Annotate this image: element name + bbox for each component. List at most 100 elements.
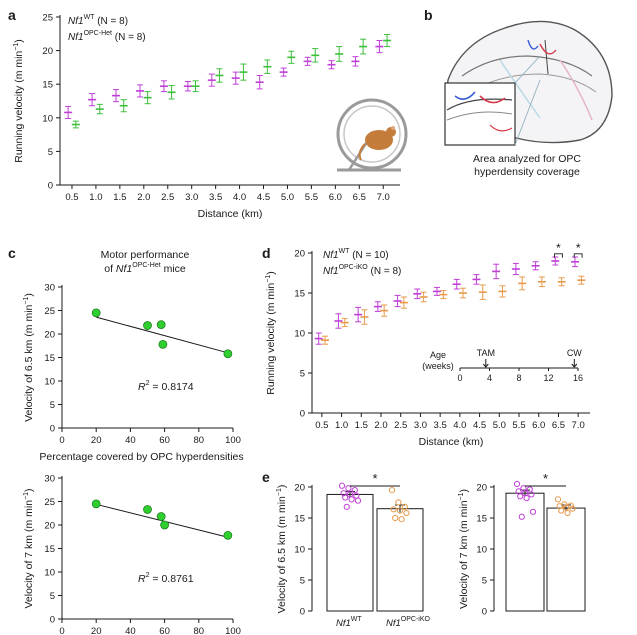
c1-ytick-label-2: 10 (44, 377, 55, 388)
chart-d: 0 5 10 15 20 0.5 1.0 1.5 2.0 2.5 3.0 3.5 4.0 4.5 5.0 5.… (265, 241, 590, 448)
d-inset-title-line2: (weeks) (422, 361, 454, 371)
c2-xtick-label-1: 20 (91, 626, 102, 635)
d-s1-point-9 (498, 285, 507, 298)
c1-xtick-label-1: 20 (91, 435, 102, 446)
d-s1-point-7 (459, 287, 468, 299)
c1-ytick-label-0: 0 (50, 424, 55, 435)
panel-label-e: e (262, 469, 270, 485)
e1-category-1-sup: OPC-iKO (401, 616, 431, 623)
d-s0-point-12 (551, 256, 560, 266)
e1-dot-1-6 (392, 514, 399, 522)
d-legend-1-sup: OPC-iKO (339, 264, 369, 271)
e2-dot-0-5 (528, 491, 535, 498)
c2-ytick-label-5: 25 (44, 497, 55, 508)
a-xtick-label-5: 3.0 (185, 192, 198, 203)
e1-dot-1-4 (396, 507, 404, 514)
c1-ytick-label-5: 25 (44, 306, 55, 317)
e1-bar-0 (326, 493, 374, 612)
e1-dot-1-3 (390, 506, 397, 513)
a-s0-point-6 (207, 73, 216, 87)
e1-dot-1-1 (395, 499, 402, 506)
d-s0-point-6 (433, 286, 442, 296)
d-s0-point-0 (314, 332, 323, 345)
e2-bar-0 (505, 492, 545, 612)
d-xtick-label-4: 2.5 (394, 420, 407, 431)
d-s0-point-11 (531, 261, 540, 271)
a-legend-0: Nf1WT (N = 8) (68, 14, 128, 27)
c2-ylabel-text: Velocity of 7 km (m min (23, 500, 35, 609)
d-s1-point-6 (439, 290, 448, 300)
a-ytick-label-4: 20 (42, 46, 53, 57)
d-inset-event-arrowhead-1 (571, 363, 578, 368)
c1-r2-annotation: R2 = 0.8174 (138, 380, 194, 393)
chart-e2: 0 5 10 15 20 Velocity of 7 km (m min−1) * (458, 471, 586, 618)
d-sig-bracket-0 (554, 253, 563, 258)
d-s0-point-10 (511, 262, 520, 276)
d-legend-0-suffix: (N = 10) (349, 250, 388, 261)
e2-ylabel-text: Velocity of 7 km (m min (458, 500, 470, 609)
a-s1-point-2 (119, 99, 128, 113)
d-s1-point-2 (360, 309, 369, 325)
c2-xtick-label-2: 40 (125, 626, 136, 635)
d-ytick-label-1: 5 (300, 369, 305, 380)
d-ylabel-sup: −1 (265, 275, 272, 283)
a-s0-point-9 (279, 67, 288, 77)
c2-ylabel-end: ) (23, 488, 35, 492)
c1-xtick-label-2: 40 (125, 435, 136, 446)
d-s0-point-8 (472, 274, 481, 285)
d-inset-tick-label-0: 0 (457, 373, 462, 383)
e2-ytick-label-3: 15 (476, 514, 487, 525)
d-inset-event-label-0: TAM (477, 348, 495, 358)
e2-ylabel: Velocity of 7 km (m min−1) (458, 489, 470, 609)
c1-fit-line (96, 316, 229, 354)
a-legend-1-sup: OPC-Het (84, 30, 112, 37)
e1-bar-1 (376, 508, 424, 612)
a-ytick-label-0: 0 (48, 181, 53, 192)
e1-dot-0-8 (354, 497, 362, 504)
c1-ytick-label-1: 5 (50, 400, 55, 411)
panel-c-title-sup: OPC-Het (132, 262, 160, 269)
e1-dot-0-7 (348, 496, 355, 503)
e2-sig-star: * (543, 471, 548, 486)
a-xtick-label-1: 1.0 (89, 192, 102, 203)
e2-ylabel-end: ) (458, 489, 470, 493)
c2-point-0 (91, 499, 101, 509)
a-xtick-label-11: 6.0 (329, 192, 342, 203)
a-s0-point-7 (231, 71, 240, 85)
a-xtick-label-10: 5.5 (305, 192, 318, 203)
c2-point-2 (156, 512, 166, 521)
d-s1-point-13 (577, 275, 586, 285)
e2-ylabel-sup: −1 (458, 492, 465, 500)
d-sig-star-1: * (576, 241, 581, 255)
a-s0-point-2 (112, 89, 121, 103)
d-s1-point-1 (340, 318, 349, 328)
c1-ylabel-sup: −1 (23, 297, 30, 305)
brain-section-icon (444, 20, 613, 146)
a-s1-point-11 (335, 46, 344, 62)
a-ylabel-end: ) (13, 39, 25, 43)
d-s0-point-1 (334, 313, 343, 329)
d-legend-1-base: Nf1 (323, 266, 339, 277)
c2-ylabel-sup: −1 (23, 492, 30, 500)
e1-category-0: Nf1WT (336, 616, 362, 629)
a-xlabel: Distance (km) (198, 208, 263, 220)
c2-r2-r: R (138, 573, 146, 585)
a-legend-1-base: Nf1 (68, 32, 84, 43)
e2-dot-1-7 (564, 509, 571, 517)
e1-ytick-label-1: 5 (300, 576, 305, 587)
e1-dot-1-5 (403, 509, 410, 517)
c2-point-1 (143, 505, 152, 514)
d-ytick-label-4: 20 (294, 249, 305, 260)
panel-c-title-line1: Motor performance (101, 249, 190, 261)
c2-point-3 (160, 520, 170, 530)
e2-dot-1-6 (558, 507, 565, 514)
e1-dot-1-0 (388, 487, 396, 494)
e1-category-0-base: Nf1 (336, 618, 351, 629)
e2-dot-1-4 (562, 504, 570, 511)
a-s1-point-7 (239, 63, 248, 81)
a-s0-point-8 (255, 74, 264, 90)
c1-ylabel-end: ) (23, 293, 35, 297)
d-s0-point-2 (354, 306, 363, 323)
